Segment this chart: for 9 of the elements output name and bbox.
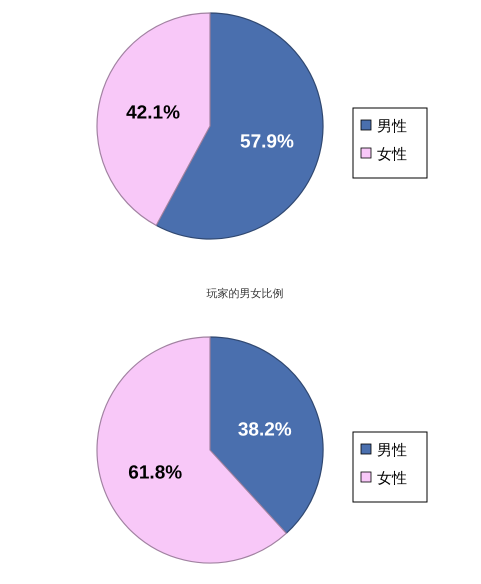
legend-label: 女性: [377, 146, 407, 163]
legend-label: 女性: [377, 470, 407, 487]
legend-label: 男性: [377, 118, 407, 135]
data-label: 57.9%: [240, 131, 294, 152]
data-label: 42.1%: [126, 102, 180, 124]
text: 玩家的男女比例: [206, 287, 284, 300]
data-label: 61.8%: [128, 462, 182, 484]
legend-label: 男性: [377, 442, 407, 459]
data-label: 38.2%: [238, 420, 292, 441]
